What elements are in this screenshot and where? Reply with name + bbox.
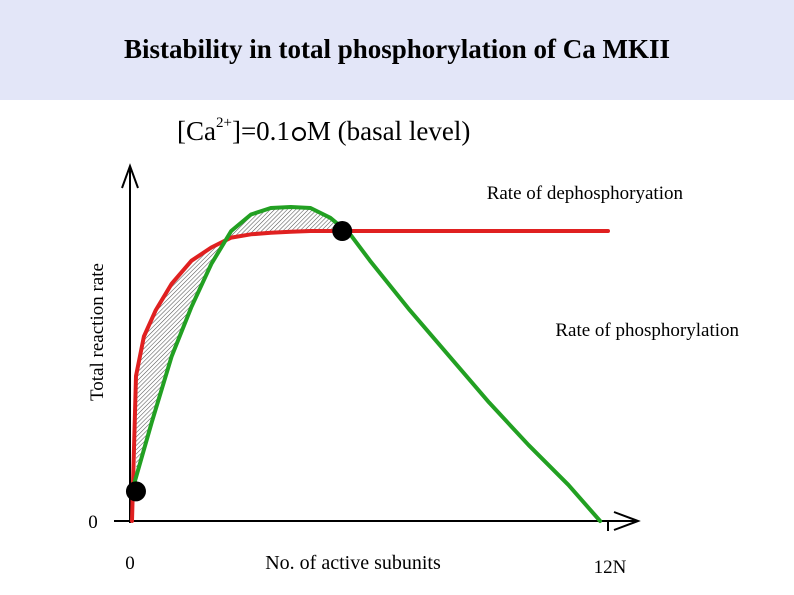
- subtitle-middle: ]=0.1: [231, 116, 290, 146]
- series-line-phosphorylation: [130, 205, 603, 523]
- series-line-dephosphorylation: [130, 229, 610, 523]
- subtitle-prefix: [Ca: [177, 116, 216, 146]
- subtitle-superscript: 2+: [215, 115, 232, 131]
- y-axis-label: Total reaction rate: [87, 263, 108, 401]
- x-tick-label-start: 0: [125, 553, 135, 574]
- hatched-region: [136, 207, 343, 478]
- y-tick-label: 0: [88, 512, 98, 533]
- y-axis-arrow: [121, 163, 139, 189]
- fixed-point-1: [125, 481, 146, 502]
- x-tick-label-end: 12N: [594, 557, 627, 578]
- axes: [114, 163, 641, 531]
- series-group: [130, 205, 610, 523]
- fixed-point-2: [332, 221, 353, 242]
- series-label-dephosphorylation: Rate of dephosphoryation: [487, 183, 684, 204]
- x-axis-label: No. of active subunits: [265, 552, 441, 574]
- x-axis-arrow: [613, 511, 641, 531]
- subtitle: [Ca2+]=0.1 M (basal level): [177, 115, 471, 147]
- fixed-points: [125, 221, 353, 502]
- subtitle-suffix: M (basal level): [306, 116, 471, 146]
- slide-title: Bistability in total phosphorylation of …: [123, 34, 671, 64]
- title-band: [0, 0, 794, 100]
- hatched-area: [136, 207, 343, 478]
- circle-mu-icon: [291, 127, 306, 141]
- series-label-phosphorylation: Rate of phosphorylation: [555, 320, 739, 341]
